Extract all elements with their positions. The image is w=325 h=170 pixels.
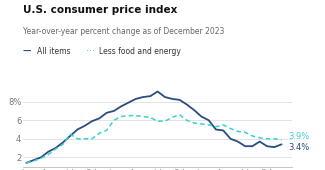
Text: All items: All items [37,47,71,55]
Text: ···: ··· [86,46,95,56]
Text: Less food and energy: Less food and energy [99,47,181,55]
Text: 3.9%: 3.9% [289,132,310,141]
Text: —: — [23,47,31,55]
Text: 3.4%: 3.4% [289,143,310,152]
Text: U.S. consumer price index: U.S. consumer price index [23,5,177,15]
Text: Year-over-year percent change as of December 2023: Year-over-year percent change as of Dece… [23,27,224,36]
